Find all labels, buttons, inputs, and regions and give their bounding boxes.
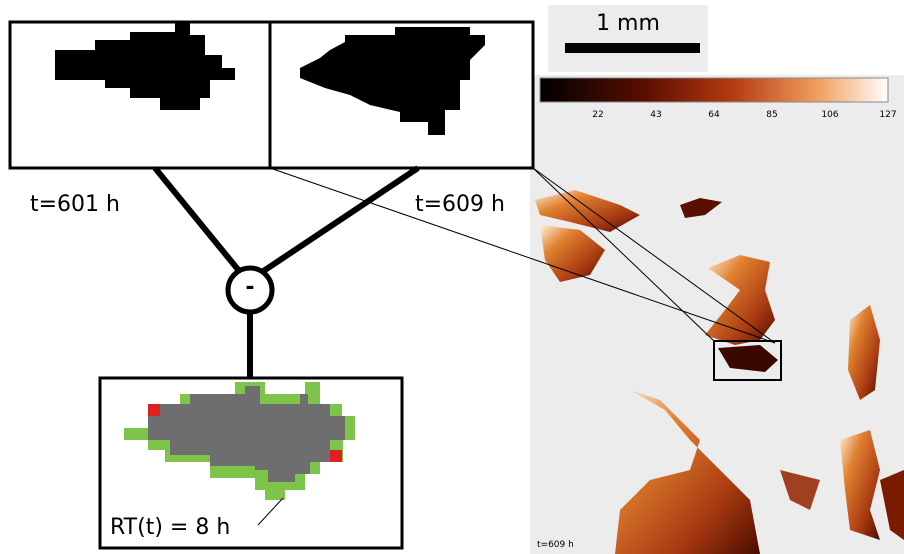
micrograph: 22 43 64 85 106 127 t=609 h xyxy=(530,75,904,554)
result-label: RT(t) = 8 h xyxy=(110,515,230,540)
retraction-pixel xyxy=(148,404,160,416)
scale-bar-label: 1 mm xyxy=(596,11,660,36)
colorbar-tick-label: 43 xyxy=(650,110,661,120)
result: RT(t) = 8 h xyxy=(100,378,402,548)
snapshot-label: t=601 h xyxy=(30,192,120,217)
colorbar xyxy=(540,78,888,102)
colorbar-tick-label: 106 xyxy=(821,110,838,120)
operator-label: - xyxy=(245,275,254,300)
connector xyxy=(155,168,240,272)
snapshot-label: t=609 h xyxy=(415,192,505,217)
colorbar-tick-label: 127 xyxy=(879,110,896,120)
scale-bar: 1 mm xyxy=(548,5,708,72)
figure: 22 43 64 85 106 127 t=609 h 1 mm t=601 h t=60… xyxy=(0,0,904,554)
timestamp: t=609 h xyxy=(537,540,574,550)
colorbar-tick-label: 64 xyxy=(708,110,720,120)
connector xyxy=(262,168,418,272)
colorbar-tick-label: 85 xyxy=(766,110,777,120)
colorbar-tick-label: 22 xyxy=(592,110,603,120)
snapshots: t=601 h t=609 h xyxy=(10,22,533,217)
retraction-pixel xyxy=(330,450,342,462)
scale-bar-line xyxy=(565,43,700,53)
